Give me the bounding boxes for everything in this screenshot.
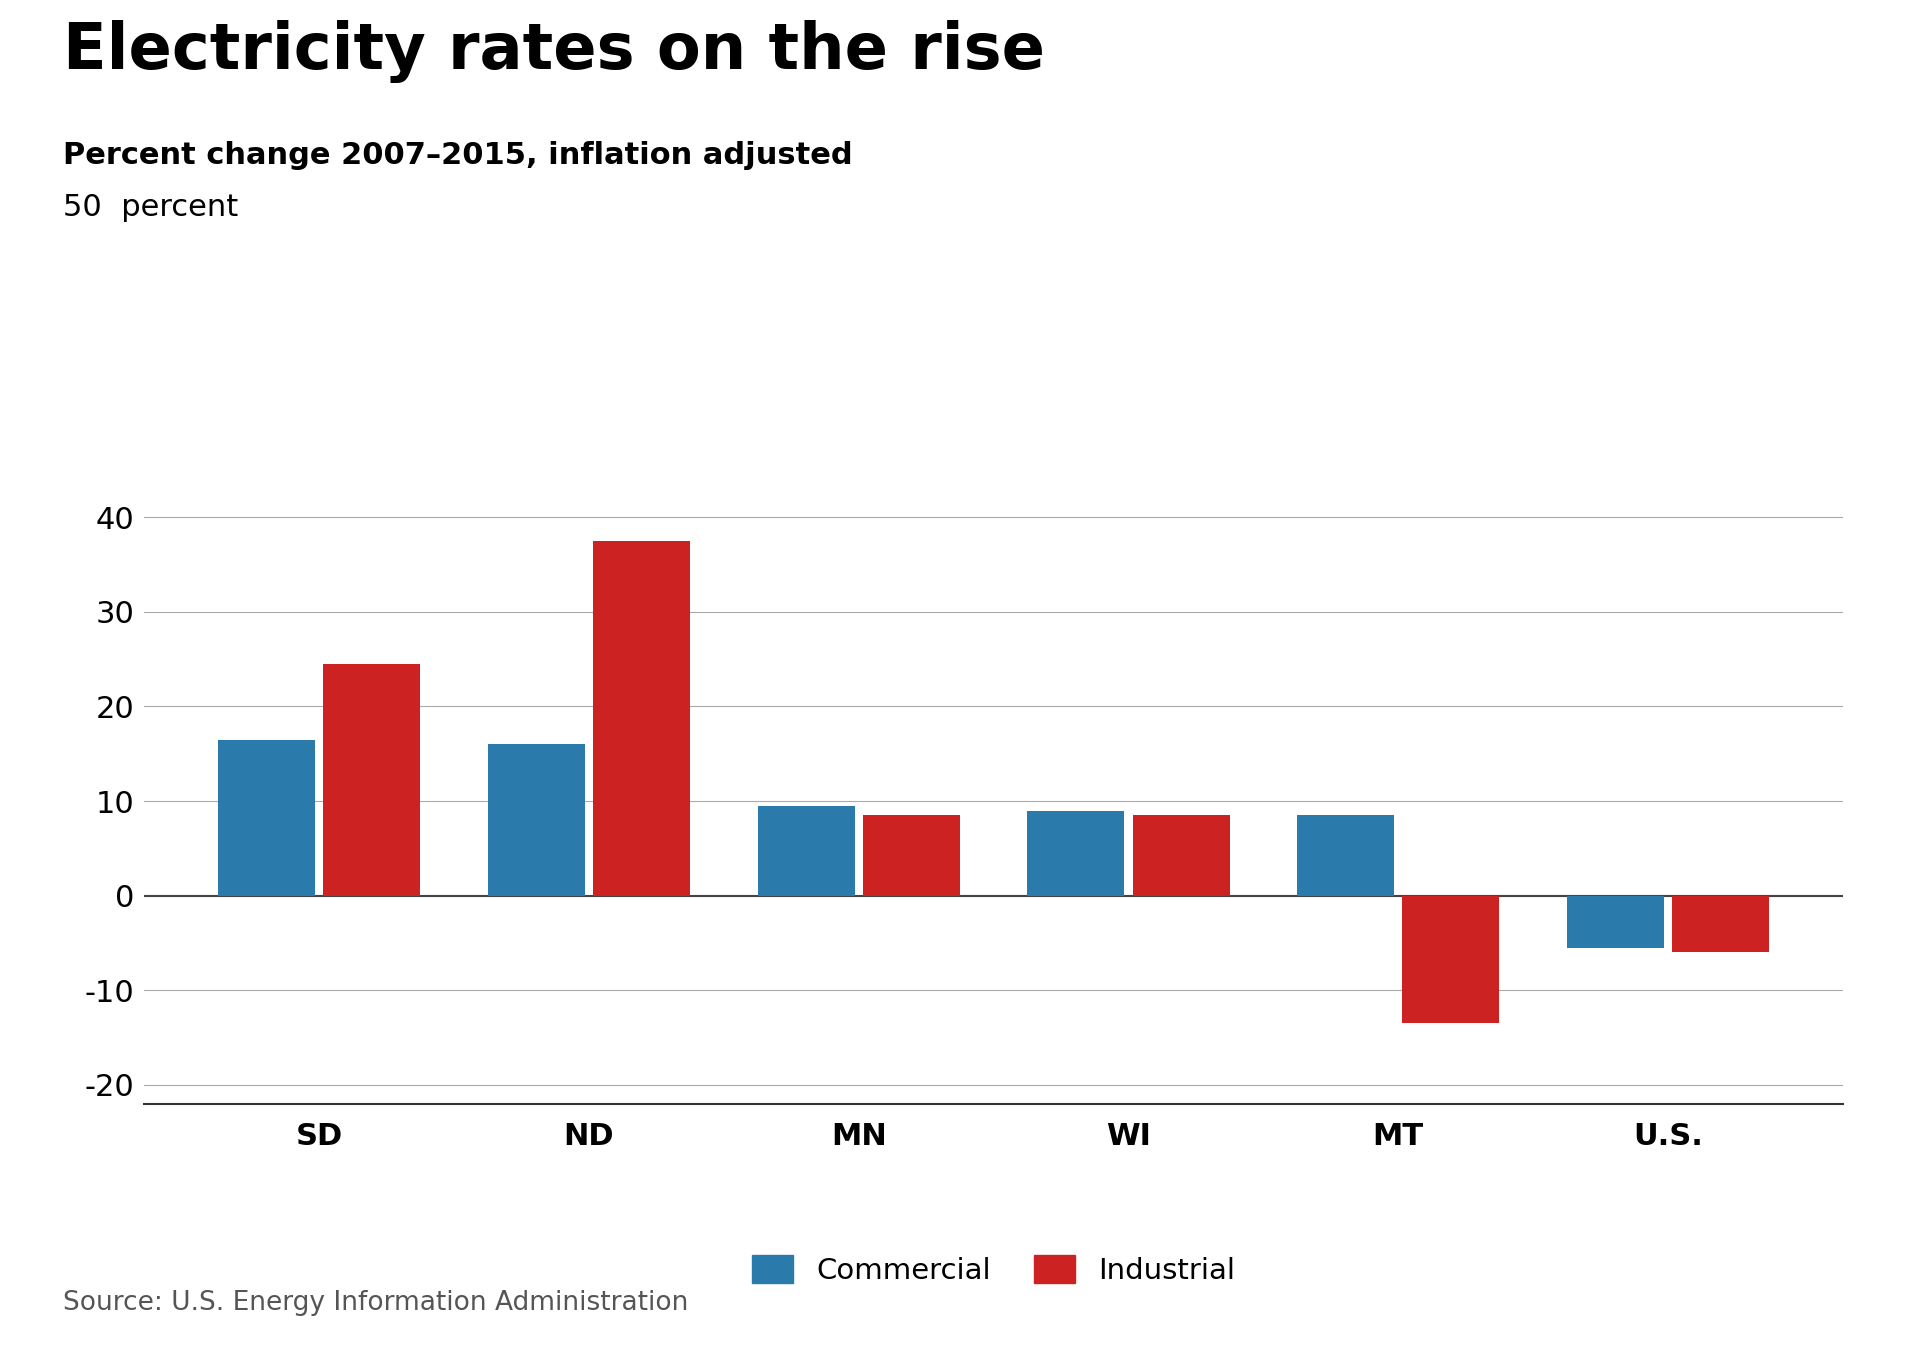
Text: Source: U.S. Energy Information Administration: Source: U.S. Energy Information Administ… (63, 1291, 689, 1316)
Bar (1298, 816, 1394, 895)
Legend: Commercial, Industrial: Commercial, Industrial (753, 1256, 1235, 1285)
Bar (1133, 816, 1229, 895)
Bar (219, 739, 315, 895)
Bar (1672, 895, 1768, 953)
Text: Electricity rates on the rise: Electricity rates on the rise (63, 20, 1044, 83)
Bar (593, 541, 689, 895)
Bar (1027, 810, 1125, 895)
Text: 50  percent: 50 percent (63, 192, 238, 222)
Bar (862, 816, 960, 895)
Text: 2: 2 (1839, 20, 1878, 74)
Bar (323, 664, 420, 895)
Text: Percent change 2007–2015, inflation adjusted: Percent change 2007–2015, inflation adju… (63, 141, 852, 171)
Bar (1567, 895, 1665, 948)
Bar (488, 744, 586, 895)
Bar (1402, 895, 1500, 1023)
Bar (758, 806, 854, 895)
